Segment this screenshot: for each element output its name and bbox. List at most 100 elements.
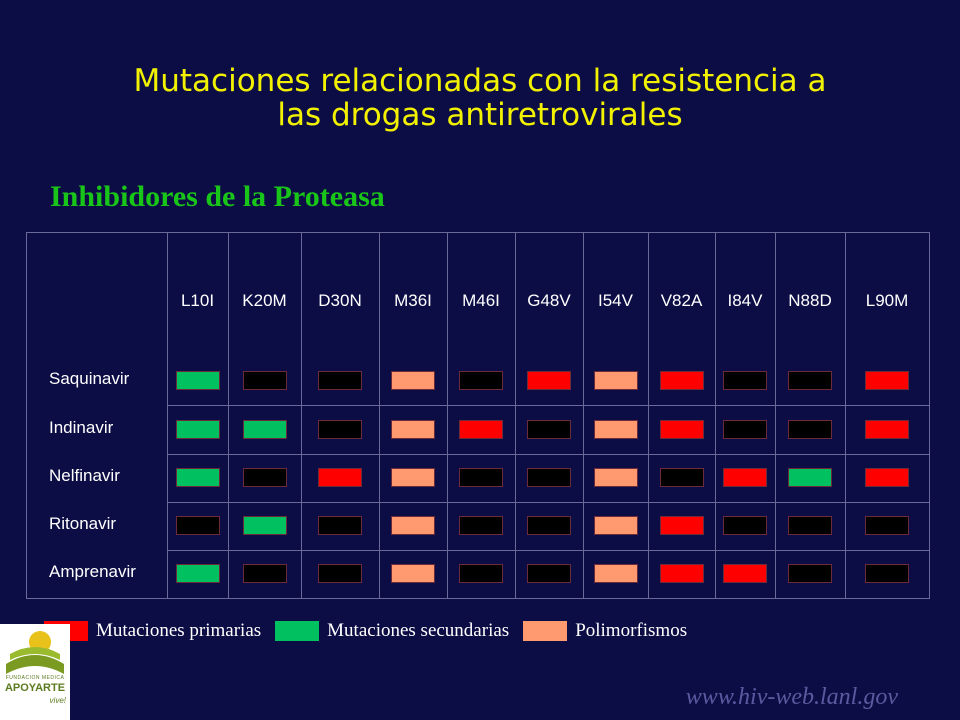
- legend: Mutaciones primarias Mutaciones secundar…: [44, 620, 701, 642]
- row-divider: [167, 550, 929, 551]
- mutation-header-g48v: G48V: [527, 291, 571, 310]
- cell-indinavir-g48v: [527, 420, 571, 439]
- cell-saquinavir-g48v: [527, 371, 571, 390]
- column-divider: [648, 233, 649, 598]
- title-line-2: las drogas antiretrovirales: [277, 97, 683, 133]
- cell-saquinavir-d30n: [318, 371, 362, 390]
- cell-nelfinavir-i84v: [723, 468, 767, 487]
- cell-amprenavir-i84v: [723, 564, 767, 583]
- cell-amprenavir-g48v: [527, 564, 571, 583]
- legend-label-polymorphism: Polimorfismos: [575, 620, 688, 641]
- legend-item-polymorphism: Polimorfismos: [523, 620, 687, 642]
- mutation-header-i54v: I54V: [598, 291, 633, 310]
- logo-text: FUNDACION MEDICA APOYARTE vive!: [4, 676, 66, 705]
- logo-small-text: FUNDACION MEDICA: [5, 675, 65, 681]
- cell-ritonavir-k20m: [242, 516, 287, 535]
- cell-saquinavir-m36i: [391, 371, 435, 390]
- cell-nelfinavir-i54v: [593, 468, 638, 487]
- mutation-header-i84v: I84V: [727, 291, 763, 310]
- cell-nelfinavir-m46i: [459, 468, 503, 487]
- slide-title: Mutaciones relacionadas con la resistenc…: [0, 64, 960, 132]
- cell-amprenavir-l10i: [175, 564, 220, 583]
- cell-indinavir-l90m: [865, 420, 909, 439]
- cell-indinavir-d30n: [318, 420, 362, 439]
- cell-ritonavir-v82a: [659, 516, 704, 535]
- cell-nelfinavir-k20m: [242, 468, 287, 487]
- cell-indinavir-m46i: [459, 420, 503, 439]
- cell-ritonavir-i54v: [593, 516, 638, 535]
- cell-saquinavir-i84v: [723, 371, 767, 390]
- source-url: www.hiv-web.lanl.gov: [685, 684, 898, 710]
- cell-nelfinavir-m36i: [391, 468, 435, 487]
- cell-saquinavir-l90m: [865, 371, 909, 390]
- cell-nelfinavir-d30n: [318, 468, 362, 487]
- cell-ritonavir-n88d: [788, 516, 832, 535]
- cell-amprenavir-i54v: [593, 564, 638, 583]
- column-divider: [775, 233, 776, 598]
- cell-ritonavir-d30n: [318, 516, 362, 535]
- cell-saquinavir-l10i: [175, 371, 220, 390]
- logo-name: APOYARTE: [4, 682, 66, 694]
- legend-swatch-secondary: [275, 621, 320, 641]
- cell-nelfinavir-l10i: [175, 468, 220, 487]
- column-divider: [515, 233, 516, 598]
- column-divider: [845, 233, 846, 598]
- cell-saquinavir-m46i: [459, 371, 503, 390]
- cell-saquinavir-n88d: [788, 371, 832, 390]
- column-divider: [379, 233, 380, 598]
- column-divider: [228, 233, 229, 598]
- cell-nelfinavir-g48v: [527, 468, 571, 487]
- row-divider: [167, 454, 929, 455]
- cell-amprenavir-m36i: [391, 564, 435, 583]
- cell-ritonavir-g48v: [527, 516, 571, 535]
- legend-swatch-polymorphism: [523, 621, 568, 641]
- cell-indinavir-l10i: [175, 420, 220, 439]
- cell-saquinavir-v82a: [659, 371, 704, 390]
- cell-ritonavir-m46i: [459, 516, 503, 535]
- column-divider: [167, 233, 168, 598]
- drug-label-indinavir: Indinavir: [49, 418, 114, 437]
- column-divider: [583, 233, 584, 598]
- mutation-header-n88d: N88D: [788, 291, 832, 310]
- mutation-header-m36i: M36I: [394, 291, 432, 310]
- cell-amprenavir-n88d: [788, 564, 832, 583]
- column-divider: [447, 233, 448, 598]
- cell-amprenavir-k20m: [242, 564, 287, 583]
- row-divider: [167, 405, 929, 406]
- cell-amprenavir-d30n: [318, 564, 362, 583]
- cell-nelfinavir-n88d: [788, 468, 832, 487]
- legend-label-secondary: Mutaciones secundarias: [327, 620, 510, 641]
- mutation-header-m46i: M46I: [462, 291, 500, 310]
- drug-label-ritonavir: Ritonavir: [49, 514, 117, 533]
- logo-tagline: vive!: [49, 696, 66, 705]
- logo-emblem-icon: [6, 631, 64, 674]
- cell-indinavir-i84v: [723, 420, 767, 439]
- legend-item-primary: Mutaciones primarias: [44, 620, 261, 642]
- mutation-header-k20m: K20M: [242, 291, 287, 310]
- cell-ritonavir-i84v: [723, 516, 767, 535]
- cell-indinavir-i54v: [593, 420, 638, 439]
- cell-ritonavir-l90m: [865, 516, 909, 535]
- cell-amprenavir-v82a: [659, 564, 704, 583]
- row-divider: [167, 502, 929, 503]
- mutation-header-l90m: L90M: [865, 291, 909, 310]
- mutation-table: L10I K20M D30N M36I M46I G48V I54V V82A I84V N88D…: [26, 232, 930, 599]
- cell-indinavir-k20m: [242, 420, 287, 439]
- cell-saquinavir-k20m: [242, 371, 287, 390]
- drug-label-nelfinavir: Nelfinavir: [49, 466, 120, 485]
- cell-amprenavir-l90m: [865, 564, 909, 583]
- cell-nelfinavir-v82a: [659, 468, 704, 487]
- column-divider: [715, 233, 716, 598]
- cell-ritonavir-l10i: [175, 516, 220, 535]
- cell-indinavir-n88d: [788, 420, 832, 439]
- cell-nelfinavir-l90m: [865, 468, 909, 487]
- apoyarte-logo: FUNDACION MEDICA APOYARTE vive!: [0, 624, 70, 720]
- section-subtitle: Inhibidores de la Proteasa: [50, 180, 385, 213]
- drug-label-saquinavir: Saquinavir: [49, 369, 130, 388]
- mutation-header-d30n: D30N: [318, 291, 362, 310]
- drug-label-amprenavir: Amprenavir: [49, 562, 136, 581]
- mutation-header-v82a: V82A: [660, 291, 703, 310]
- column-divider: [301, 233, 302, 598]
- cell-indinavir-m36i: [391, 420, 435, 439]
- cell-saquinavir-i54v: [593, 371, 638, 390]
